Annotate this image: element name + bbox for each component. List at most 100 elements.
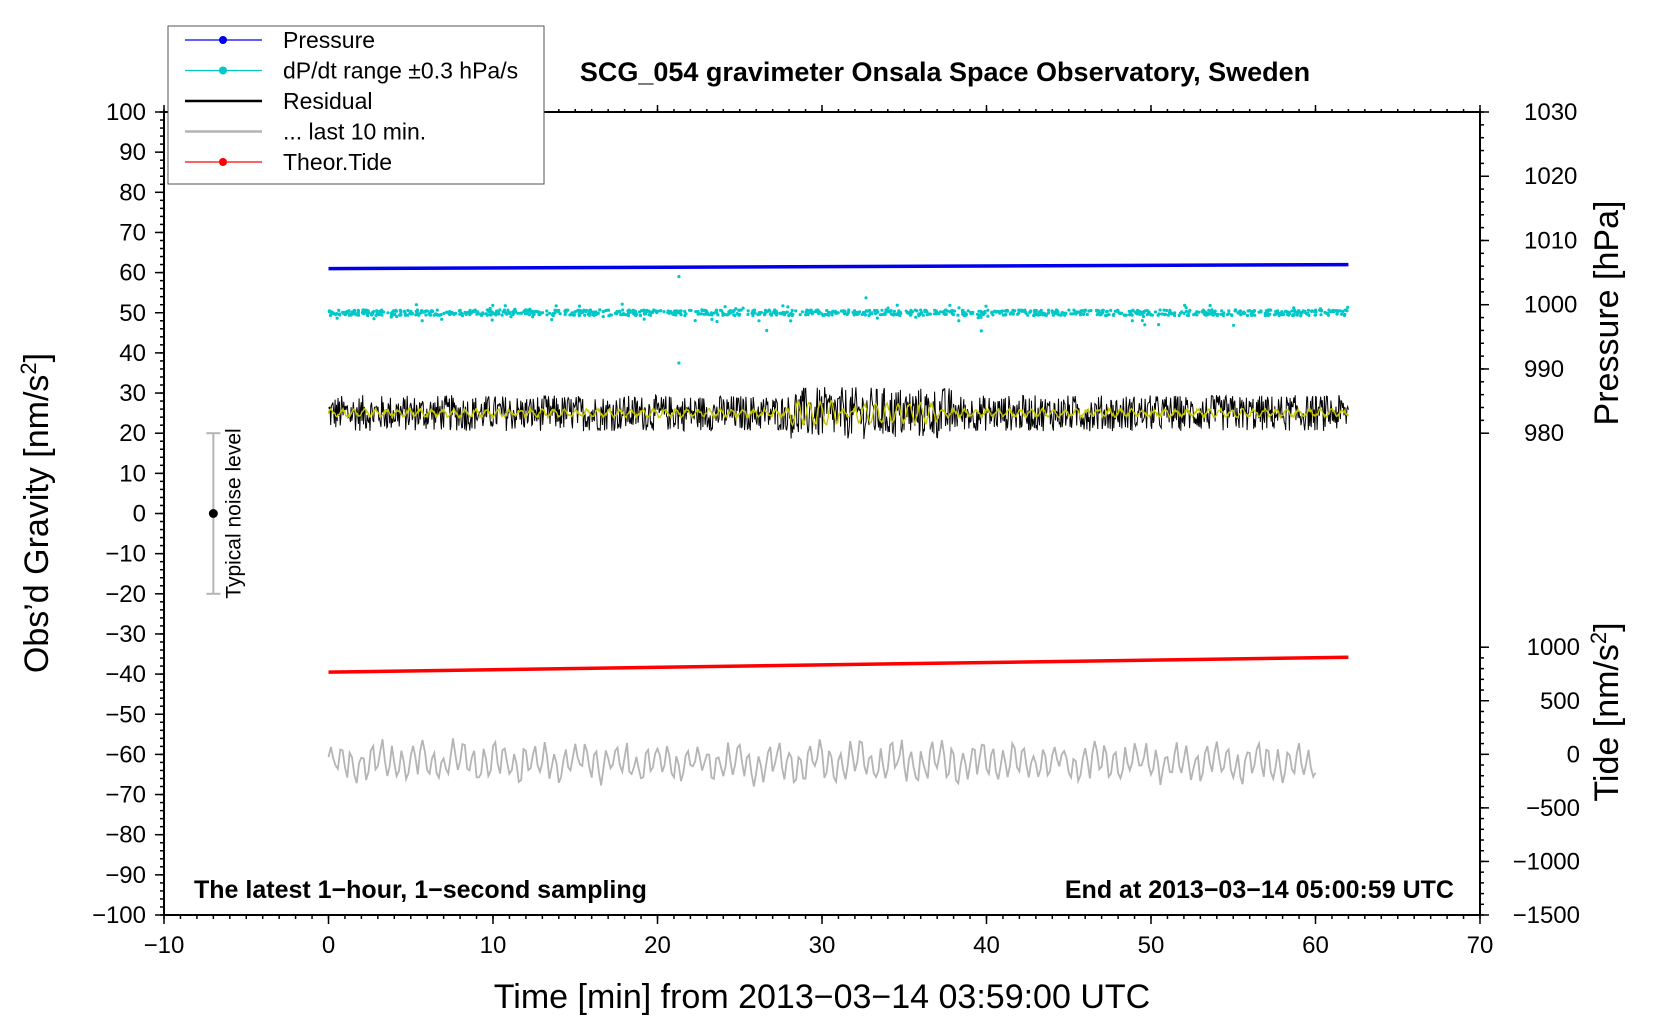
dpdt-point xyxy=(374,313,378,318)
dpdt-point xyxy=(347,309,351,313)
dpdt-point xyxy=(757,311,761,315)
dpdt-point xyxy=(1130,319,1134,323)
dpdt-point xyxy=(1290,309,1294,313)
dpdt-point xyxy=(1238,309,1243,313)
dpdt-point xyxy=(545,313,549,317)
y-tick-label: 50 xyxy=(119,300,146,327)
dpdt-point xyxy=(914,315,918,319)
dpdt-point xyxy=(527,313,532,317)
y-tick-label: −20 xyxy=(105,581,146,608)
dpdt-point xyxy=(881,312,885,317)
dpdt-point xyxy=(875,316,880,320)
dpdt-point xyxy=(938,310,943,314)
dpdt-point xyxy=(440,317,444,321)
dpdt-point xyxy=(545,309,549,313)
series-last-10-min xyxy=(327,738,1317,787)
dpdt-point xyxy=(693,319,697,323)
dpdt-point xyxy=(1173,311,1177,315)
dpdt-point xyxy=(806,308,810,313)
dpdt-point xyxy=(923,308,927,313)
dpdt-point xyxy=(738,312,742,316)
dpdt-point xyxy=(729,311,733,315)
dpdt-point xyxy=(720,309,724,313)
dpdt-point xyxy=(1341,309,1345,314)
dpdt-point xyxy=(558,312,562,316)
dpdt-point xyxy=(591,313,595,317)
dpdt-point xyxy=(468,308,472,312)
dpdt-point xyxy=(1117,311,1121,315)
dpdt-point xyxy=(1220,309,1224,313)
dpdt-point xyxy=(1275,310,1279,314)
pressure-tick-label: 1000 xyxy=(1524,292,1577,319)
dpdt-point xyxy=(452,312,456,316)
dpdt-point xyxy=(1207,308,1211,312)
dpdt-point xyxy=(752,308,757,312)
dpdt-point xyxy=(948,303,952,307)
dpdt-point xyxy=(604,309,608,313)
dpdt-point xyxy=(895,303,899,307)
dpdt-point xyxy=(1089,308,1093,313)
series-pressure xyxy=(328,262,1349,271)
dpdt-point xyxy=(956,313,960,317)
dpdt-point xyxy=(917,313,921,318)
x-tick-label: 0 xyxy=(322,932,335,959)
dpdt-point xyxy=(979,315,983,319)
dpdt-point xyxy=(1264,309,1268,313)
dpdt-point xyxy=(725,313,729,317)
dpdt-point xyxy=(366,313,370,318)
dpdt-point xyxy=(683,313,687,318)
y-tick-label: −100 xyxy=(92,902,146,929)
dpdt-point xyxy=(909,308,913,312)
dpdt-point xyxy=(446,310,450,314)
dpdt-point xyxy=(861,310,866,315)
y-tick-label: −40 xyxy=(105,661,146,688)
dpdt-point xyxy=(591,310,595,314)
dpdt-point xyxy=(990,310,994,314)
dpdt-point xyxy=(790,308,794,313)
legend: Pressure dP/dt range ±0.3 hPa/s Residual..… xyxy=(185,27,518,175)
dpdt-point xyxy=(1167,311,1172,315)
dpdt-point xyxy=(723,305,727,309)
dpdt-point xyxy=(494,313,498,317)
dpdt-point xyxy=(427,312,431,316)
dpdt-point xyxy=(1067,308,1071,312)
dpdt-point xyxy=(392,309,396,313)
dpdt-point xyxy=(999,309,1003,313)
dpdt-point xyxy=(1221,313,1225,318)
tick-labels: −10 0 10 20 30 40 50 60 701009080706050403020100… xyxy=(92,99,1580,959)
dpdt-point xyxy=(490,318,494,322)
dpdt-point xyxy=(1232,323,1236,327)
dpdt-point xyxy=(497,312,501,316)
dpdt-point xyxy=(709,311,713,315)
dpdt-point xyxy=(1248,309,1252,313)
dpdt-point xyxy=(458,308,462,312)
dpdt-point xyxy=(615,310,620,314)
dpdt-point xyxy=(645,309,649,313)
dpdt-point xyxy=(484,312,488,316)
dpdt-point xyxy=(873,311,878,316)
dpdt-point xyxy=(436,313,440,317)
dpdt-point xyxy=(337,308,341,312)
x-tick-label: 70 xyxy=(1467,932,1494,959)
dpdt-point xyxy=(626,313,631,318)
dpdt-point xyxy=(823,312,827,316)
dpdt-point xyxy=(846,311,850,316)
legend-marker xyxy=(219,36,227,44)
dpdt-point xyxy=(1166,313,1170,317)
dpdt-point xyxy=(417,312,421,316)
dpdt-point xyxy=(638,313,643,318)
dpdt-point xyxy=(1051,313,1055,317)
dpdt-point xyxy=(1050,310,1054,314)
dpdt-point xyxy=(866,309,870,313)
dpdt-point xyxy=(531,315,535,319)
dpdt-point xyxy=(1186,313,1191,318)
dpdt-point xyxy=(789,319,793,323)
dpdt-point xyxy=(1096,309,1100,313)
dpdt-point xyxy=(1184,309,1188,313)
noise-level-label: Typical noise level xyxy=(222,428,245,598)
dpdt-point xyxy=(785,310,789,314)
x-tick-label: 40 xyxy=(973,932,1000,959)
dpdt-point xyxy=(983,309,987,314)
x-tick-label: −10 xyxy=(144,932,185,959)
dpdt-point xyxy=(425,309,429,313)
